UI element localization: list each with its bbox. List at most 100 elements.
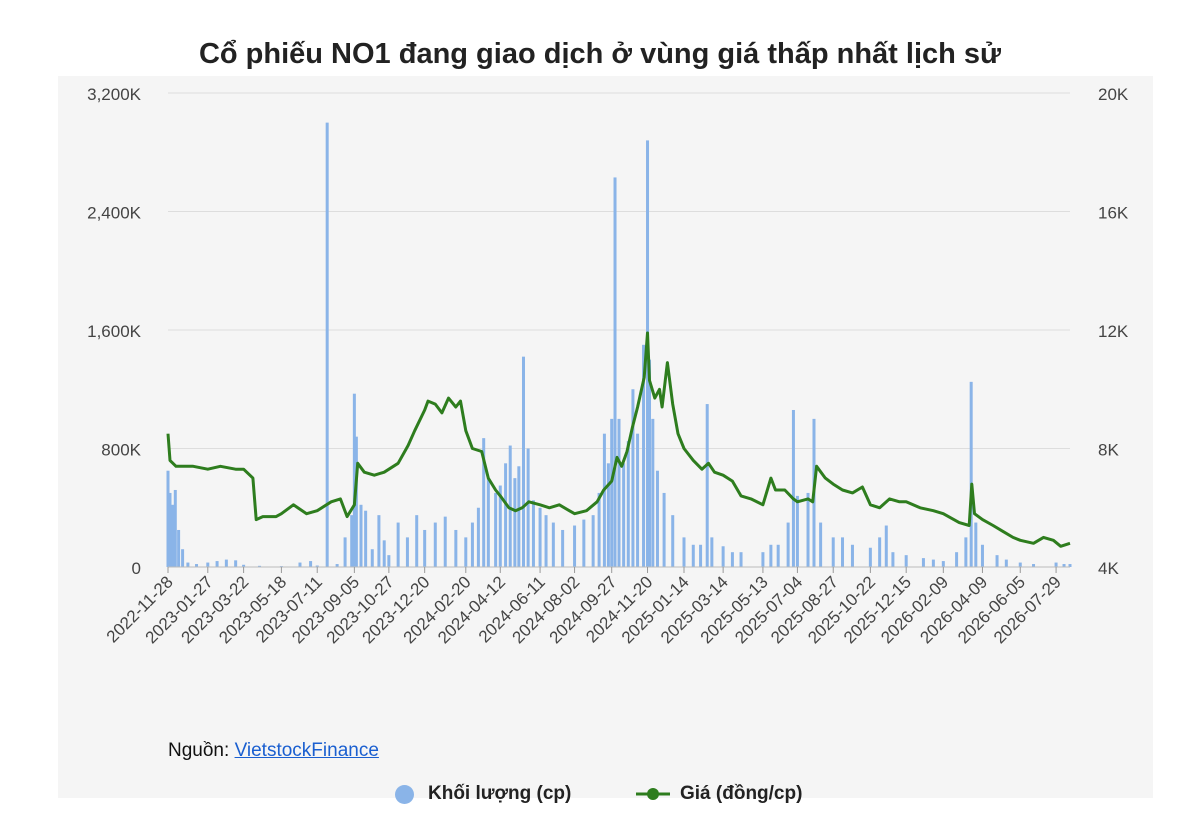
volume-bar <box>730 552 734 567</box>
volume-bar <box>482 438 486 567</box>
volume-bar <box>617 418 621 567</box>
volume-bar <box>359 504 363 567</box>
volume-bar <box>166 470 170 567</box>
volume-bar <box>1062 564 1066 567</box>
volume-bar <box>739 552 743 567</box>
legend-price-label: Giá (đồng/cp) <box>680 783 803 804</box>
volume-bar <box>454 529 458 567</box>
volume-bar <box>315 565 319 567</box>
legend-item-volume[interactable]: Khối lượng (cp) <box>395 781 571 807</box>
volume-bar <box>602 433 606 567</box>
volume-bar <box>841 537 845 567</box>
volume-bar <box>606 463 610 567</box>
y-right-tick-label: 16K <box>1098 204 1129 223</box>
volume-bar <box>521 356 525 567</box>
volume-bar <box>591 515 595 567</box>
volume-bar <box>186 562 190 567</box>
volume-bar <box>513 478 517 567</box>
volume-bar <box>831 537 835 567</box>
y-right-tick-label: 20K <box>1098 85 1129 104</box>
volume-bar <box>636 433 640 567</box>
volume-bar <box>850 544 854 567</box>
volume-bar <box>995 555 999 567</box>
volume-bar <box>806 492 810 567</box>
volume-bar <box>980 544 984 567</box>
chart-title: Cổ phiếu NO1 đang giao dịch ở vùng giá t… <box>198 38 1002 70</box>
volume-bar <box>396 522 400 567</box>
source-prefix: Nguồn: <box>168 740 230 761</box>
volume-bar <box>699 544 703 567</box>
volume-bar <box>941 561 945 567</box>
volume-bar <box>819 522 823 567</box>
volume-bar <box>955 552 959 567</box>
volume-bar <box>931 559 935 567</box>
volume-bar <box>325 122 329 567</box>
volume-bar <box>721 546 725 567</box>
y-left-tick-label: 800K <box>101 441 141 460</box>
volume-bar <box>335 564 339 567</box>
volume-bar <box>655 470 659 567</box>
y-right-tick-label: 8K <box>1098 441 1119 460</box>
volume-bar <box>370 549 374 567</box>
chart-panel: 0 4K 800K 8K 1,600K 12K 2,400K 16K 3,200K 20K 2022… <box>58 76 1153 804</box>
volume-bar <box>544 515 548 567</box>
legend-item-price[interactable]: Giá (đồng/cp) <box>636 781 802 807</box>
volume-bar <box>168 492 172 567</box>
price-line <box>166 331 1071 548</box>
source-line: Nguồn: VietstockFinance <box>168 740 379 762</box>
volume-bar <box>206 562 210 567</box>
y-right-tick-label: 12K <box>1098 322 1129 341</box>
source-link[interactable]: VietstockFinance <box>234 740 379 761</box>
volume-bar <box>904 555 908 567</box>
volume-bar <box>377 515 381 567</box>
volume-bar <box>364 510 368 567</box>
volume-bar <box>405 537 409 567</box>
volume-bar <box>1054 562 1058 567</box>
volume-bar <box>776 544 780 567</box>
y-right-tick-label: 4K <box>1098 559 1119 578</box>
volume-bar <box>651 418 655 567</box>
volume-bar <box>769 544 773 567</box>
volume-bar <box>710 537 714 567</box>
volume-bar <box>195 564 199 567</box>
volume-bar <box>705 404 709 567</box>
volume-bar <box>242 564 246 567</box>
volume-bar <box>891 552 895 567</box>
volume-bar <box>486 478 490 567</box>
volume-bar <box>631 389 635 567</box>
volume-bar <box>691 544 695 567</box>
volume-bar <box>517 466 521 567</box>
volume-bar <box>1032 564 1036 567</box>
volume-bar <box>597 492 601 567</box>
volume-bar <box>181 549 185 567</box>
volume-bar <box>795 495 799 567</box>
volume-bar <box>423 529 427 567</box>
volume-bar <box>350 515 354 567</box>
y-left-tick-label: 2,400K <box>87 204 142 223</box>
volume-bar <box>671 515 675 567</box>
volume-bar <box>234 560 238 567</box>
volume-bar <box>258 565 262 567</box>
volume-bar <box>878 537 882 567</box>
volume-bar <box>884 525 888 567</box>
volume-bar <box>648 359 652 567</box>
volume-bar <box>538 507 542 567</box>
volume-bar <box>476 507 480 567</box>
volume-bar <box>309 561 313 567</box>
volume-bar <box>508 445 512 567</box>
legend-volume-marker-icon <box>395 784 414 804</box>
volume-bar <box>573 525 577 567</box>
volume-bar <box>974 522 978 567</box>
volume-bar <box>969 381 973 567</box>
volume-bar <box>791 409 795 567</box>
volume-bar <box>171 504 175 567</box>
volume-bar <box>964 537 968 567</box>
volume-bar <box>352 393 356 567</box>
volume-bar <box>173 489 177 567</box>
volume-bar <box>582 519 586 567</box>
volume-bar <box>1018 562 1022 567</box>
volume-bar <box>531 500 535 567</box>
volume-bar <box>642 344 646 567</box>
volume-bar <box>498 485 502 567</box>
